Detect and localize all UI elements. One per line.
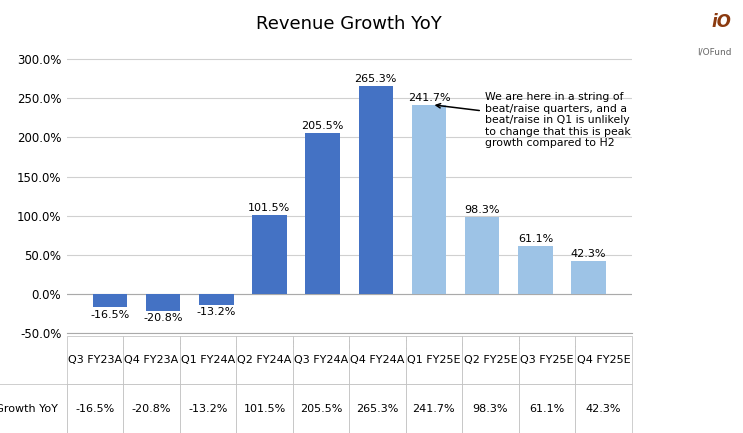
Text: 101.5%: 101.5%	[248, 203, 291, 213]
Title: Revenue Growth YoY: Revenue Growth YoY	[256, 16, 442, 33]
Bar	[571, 261, 606, 294]
Text: 42.3%: 42.3%	[571, 249, 606, 259]
Text: 61.1%: 61.1%	[518, 234, 553, 244]
Text: 265.3%: 265.3%	[354, 74, 397, 84]
Bar	[199, 294, 233, 304]
Bar	[93, 294, 127, 307]
Text: 241.7%: 241.7%	[408, 93, 450, 103]
Bar	[465, 217, 499, 294]
Text: -16.5%: -16.5%	[90, 310, 129, 320]
Text: iO: iO	[712, 13, 732, 31]
Bar	[252, 215, 287, 294]
Text: 98.3%: 98.3%	[464, 205, 500, 215]
Bar	[412, 105, 447, 294]
Text: I/OFund: I/OFund	[698, 48, 732, 57]
Bar	[305, 133, 340, 294]
Bar	[518, 246, 553, 294]
Text: 205.5%: 205.5%	[302, 121, 344, 131]
Text: -20.8%: -20.8%	[143, 313, 183, 323]
Bar	[359, 86, 393, 294]
Text: -13.2%: -13.2%	[197, 307, 236, 317]
Bar	[146, 294, 181, 310]
Text: We are here in a string of
beat/raise quarters, and a
beat/raise in Q1 is unlike: We are here in a string of beat/raise qu…	[436, 92, 631, 149]
